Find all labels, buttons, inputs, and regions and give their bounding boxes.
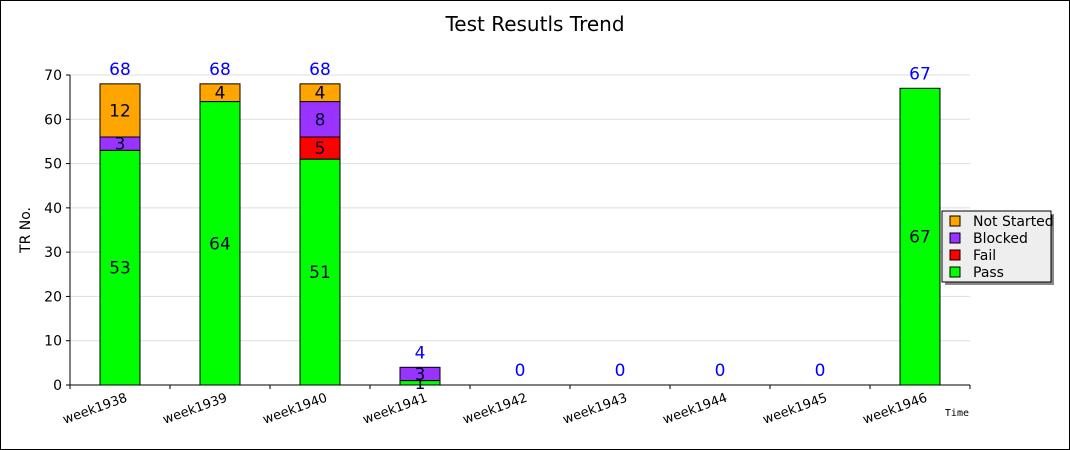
x-tick-label: week1941	[361, 391, 429, 428]
segment-value-label: 3	[115, 135, 126, 155]
segment-value-label: 64	[209, 234, 231, 254]
x-tick-label: week1942	[461, 391, 529, 428]
y-axis-label: TR No.	[18, 207, 34, 254]
x-tick-label: week1945	[761, 391, 829, 428]
total-value-label: 4	[415, 343, 426, 363]
bar-segment-pass	[899, 87, 941, 386]
x-tick-label: week1944	[661, 391, 729, 428]
legend-swatch	[949, 249, 961, 261]
x-axis-label: Time	[945, 408, 969, 419]
y-tick-label: 10	[44, 334, 62, 350]
chart-title: Test Resutls Trend	[445, 12, 625, 36]
bar-segment-not-started	[199, 83, 241, 103]
segment-value-label: 67	[909, 228, 931, 248]
total-value-label: 0	[815, 361, 826, 381]
total-value-label: 0	[515, 361, 526, 381]
y-tick-label: 30	[44, 245, 62, 261]
y-tick-label: 60	[44, 112, 62, 128]
y-tick-label: 20	[44, 289, 62, 305]
bar-segment-not-started	[99, 83, 141, 138]
legend-label: Fail	[973, 248, 996, 264]
x-tick-label: week1939	[161, 391, 229, 428]
legend-label: Blocked	[973, 231, 1028, 247]
legend-label: Pass	[973, 265, 1004, 281]
segment-value-label: 5	[315, 139, 326, 159]
segment-value-label: 8	[315, 110, 326, 130]
segment-value-label: 51	[309, 263, 331, 283]
x-tick-label: week1943	[561, 391, 629, 428]
segment-value-label: 53	[109, 259, 131, 279]
total-value-label: 0	[715, 361, 726, 381]
bar-segment-blocked	[299, 101, 341, 138]
bar-segment-blocked	[399, 366, 441, 382]
bar-segment-not-started	[299, 83, 341, 103]
legend-swatch	[949, 232, 961, 244]
legend-swatch	[949, 215, 961, 227]
segment-value-label: 4	[315, 84, 326, 104]
bar-segment-pass	[199, 101, 241, 386]
x-tick-label: week1938	[61, 391, 129, 428]
y-tick-label: 70	[44, 68, 62, 84]
total-value-label: 0	[615, 361, 626, 381]
y-tick-label: 40	[44, 201, 62, 217]
segment-value-label: 1	[415, 374, 426, 394]
total-value-label: 68	[309, 60, 331, 80]
bar-segment-pass	[99, 149, 141, 386]
total-value-label: 68	[209, 60, 231, 80]
y-tick-label: 50	[44, 157, 62, 173]
total-value-label: 67	[909, 64, 931, 84]
total-value-label: 68	[109, 60, 131, 80]
segment-value-label: 12	[109, 101, 131, 121]
x-tick-label: week1946	[861, 391, 929, 428]
segment-value-label: 4	[215, 84, 226, 104]
legend-label: Not Started	[973, 214, 1054, 230]
bar-segment-pass	[299, 158, 341, 386]
segment-value-label: 3	[415, 365, 426, 385]
x-tick-label: week1940	[261, 391, 329, 428]
y-tick-label: 0	[53, 378, 62, 394]
legend-swatch	[949, 266, 961, 278]
